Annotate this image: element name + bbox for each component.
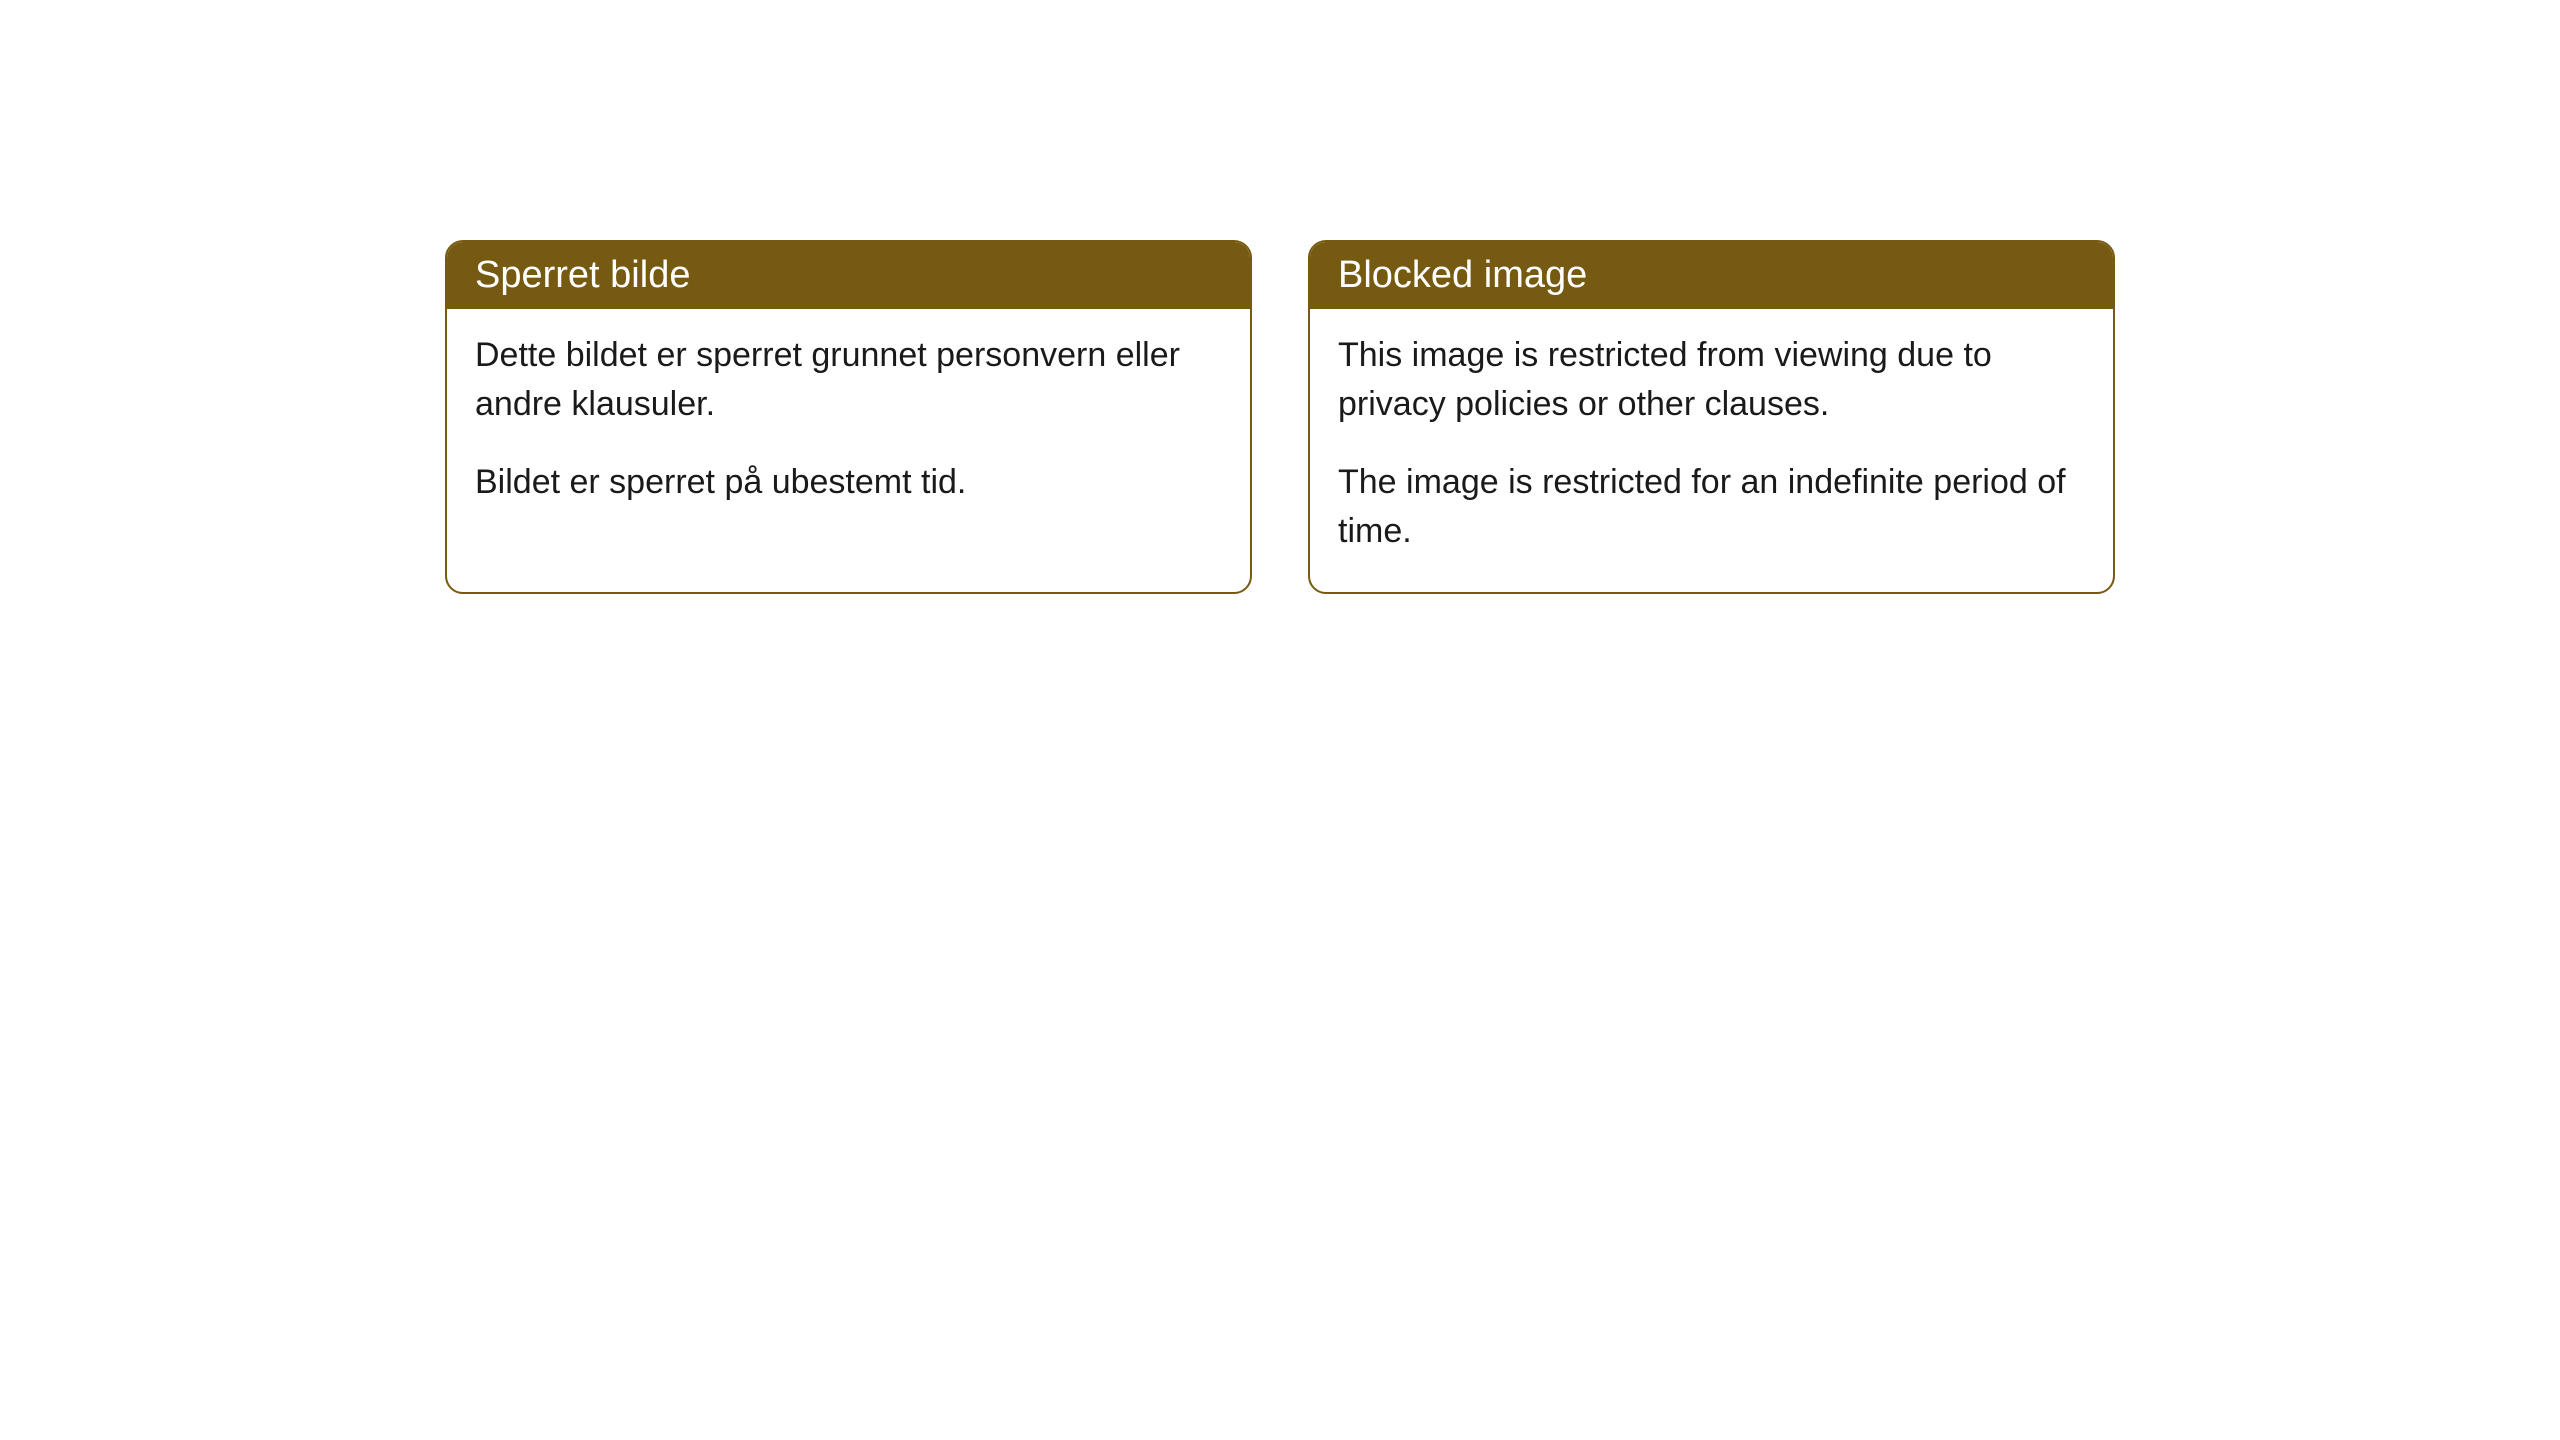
card-body-english: This image is restricted from viewing du… [1310, 309, 2113, 592]
card-title: Blocked image [1338, 254, 1587, 296]
card-paragraph-1: Dette bildet er sperret grunnet personve… [475, 331, 1222, 430]
blocked-image-card-norwegian: Sperret bilde Dette bildet er sperret gr… [445, 240, 1252, 594]
card-header-norwegian: Sperret bilde [447, 242, 1250, 309]
cards-container: Sperret bilde Dette bildet er sperret gr… [0, 240, 2560, 594]
card-paragraph-1: This image is restricted from viewing du… [1338, 331, 2085, 430]
blocked-image-card-english: Blocked image This image is restricted f… [1308, 240, 2115, 594]
card-header-english: Blocked image [1310, 242, 2113, 309]
card-title: Sperret bilde [475, 254, 690, 296]
card-paragraph-2: The image is restricted for an indefinit… [1338, 458, 2085, 557]
card-body-norwegian: Dette bildet er sperret grunnet personve… [447, 309, 1250, 543]
card-paragraph-2: Bildet er sperret på ubestemt tid. [475, 458, 1222, 507]
